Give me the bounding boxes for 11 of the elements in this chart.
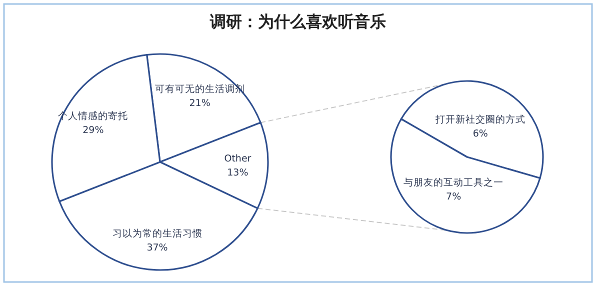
data-label: 7% <box>446 191 462 202</box>
slice-label: Other <box>224 154 252 165</box>
slice-label: 打开新社交圈的方式 <box>434 114 526 126</box>
data-label: 21% <box>189 98 210 110</box>
data-label: 29% <box>82 125 104 136</box>
slice-label: 与朋友的互动工具之一 <box>404 176 504 188</box>
data-label: 6% <box>472 128 488 140</box>
data-label: 37% <box>146 242 168 254</box>
data-label: 13% <box>227 168 248 179</box>
chart-title: 调研：为什么喜欢听音乐 <box>209 12 386 31</box>
slice-label: 习以为常的生活习惯 <box>112 228 202 240</box>
